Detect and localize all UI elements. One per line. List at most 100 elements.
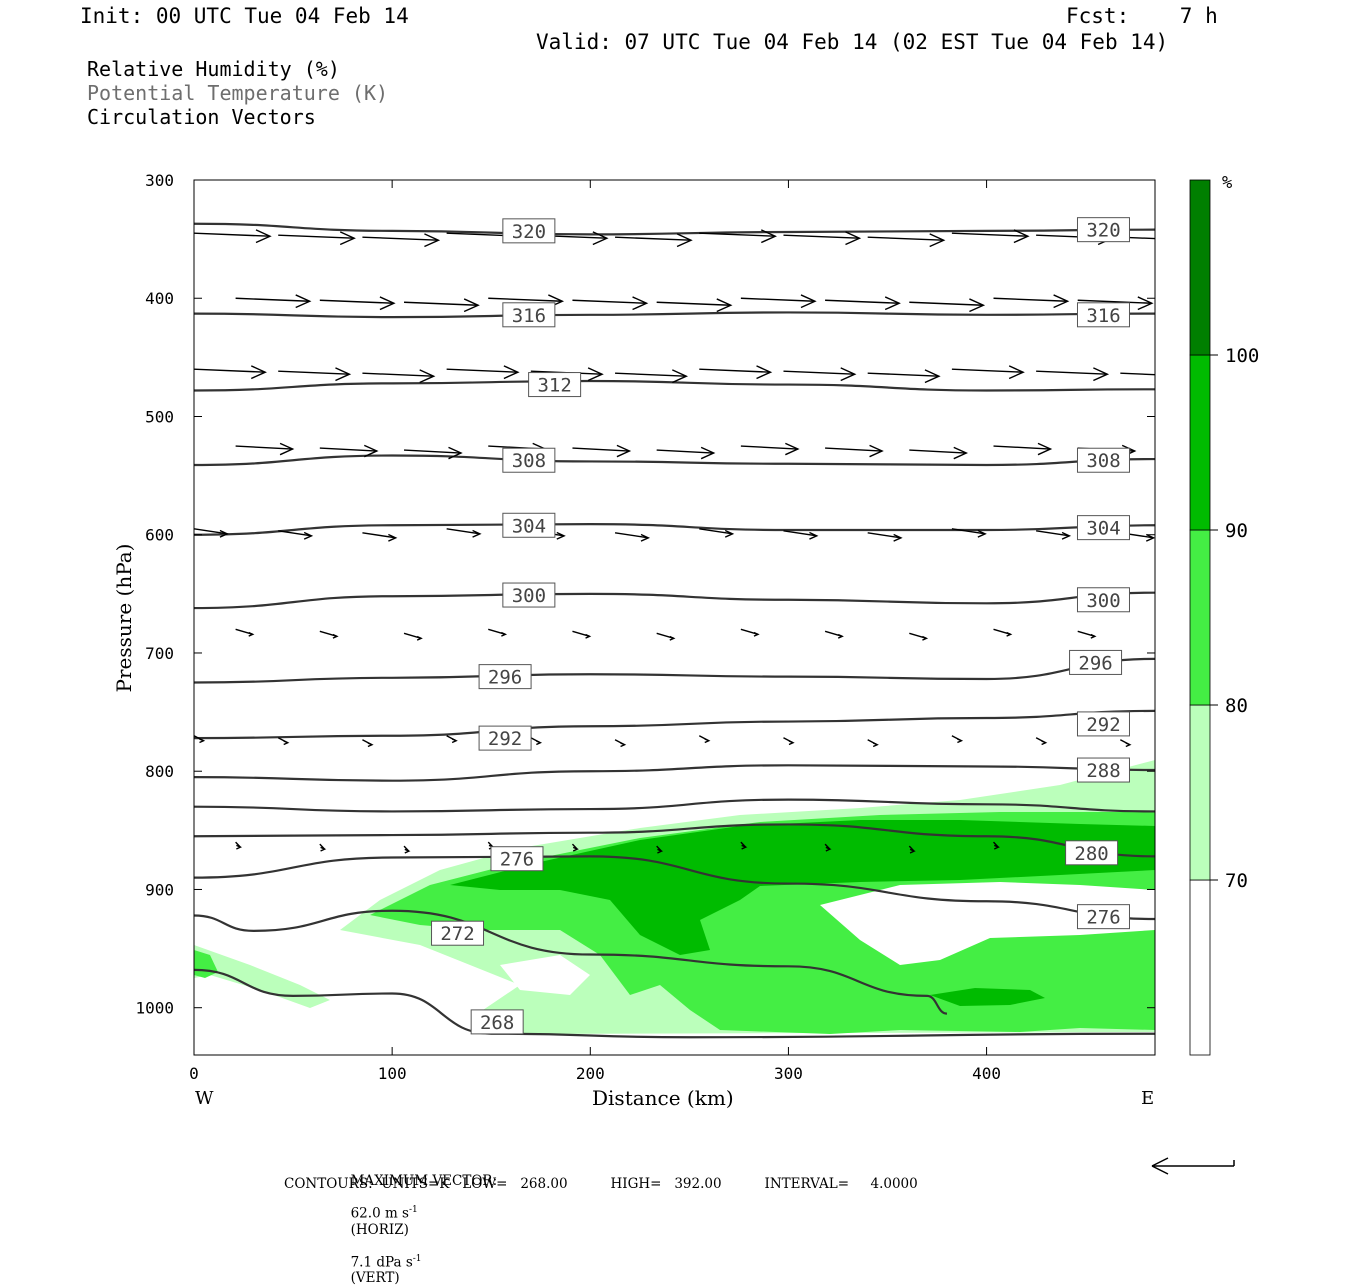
vector-head bbox=[587, 367, 604, 382]
vector-shaft bbox=[362, 372, 434, 377]
vector-shaft bbox=[194, 232, 271, 237]
theta-label-312: 312 bbox=[528, 372, 582, 398]
x-tick-label: 200 bbox=[576, 1064, 605, 1083]
x-axis-title: Distance (km) bbox=[592, 1086, 734, 1110]
vector-shaft bbox=[867, 532, 902, 539]
theta-label-box bbox=[470, 1009, 524, 1035]
vector-shaft bbox=[278, 234, 355, 239]
vector-arrow bbox=[656, 298, 733, 313]
vector-head bbox=[335, 367, 352, 382]
vector-head bbox=[1013, 229, 1030, 244]
vector-arrow bbox=[1077, 630, 1097, 639]
vector-arrow bbox=[194, 735, 206, 744]
vector-head bbox=[809, 531, 819, 540]
theta-label-text: 300 bbox=[1086, 590, 1120, 612]
colorbar-label: 70 bbox=[1225, 870, 1248, 892]
vector-head bbox=[909, 848, 916, 854]
vector-shaft bbox=[783, 234, 860, 239]
theta-label-text: 276 bbox=[1086, 907, 1120, 929]
vector-head bbox=[556, 531, 566, 540]
theta-label-316: 316 bbox=[502, 302, 556, 328]
vector-head bbox=[657, 848, 664, 854]
max-vector-vert-exp: -1 bbox=[412, 1253, 422, 1264]
theta-label-288: 288 bbox=[1076, 757, 1130, 783]
theta-label-box bbox=[502, 512, 556, 538]
vector-arrow bbox=[867, 233, 946, 248]
theta-label-296: 296 bbox=[1069, 649, 1123, 675]
y-tick-label: 900 bbox=[145, 880, 174, 899]
vector-shaft bbox=[235, 445, 293, 450]
y-tick-label: 800 bbox=[145, 762, 174, 781]
vector-head bbox=[957, 738, 964, 744]
rh-dry-pocket-east bbox=[820, 882, 1155, 965]
cross-section-chart: 320 320 316 316 312 308 308 304 304 300 300 296 296 2… bbox=[135, 171, 1259, 1175]
rh-90-100-region-south bbox=[930, 988, 1045, 1006]
forecast-hour: Fcst: 7 h bbox=[1066, 4, 1218, 28]
vector-shaft bbox=[740, 297, 816, 302]
theta-label-text: 316 bbox=[512, 305, 546, 327]
vector-shaft bbox=[572, 299, 647, 304]
max-vector-horiz: 62.0 m s bbox=[350, 1205, 409, 1222]
relative-humidity-shading bbox=[194, 760, 1155, 1034]
theta-label-304: 304 bbox=[1076, 515, 1130, 541]
reference-vector-arrow bbox=[1151, 1157, 1235, 1175]
vector-shaft bbox=[1120, 372, 1155, 376]
colorbar-segment bbox=[1189, 179, 1211, 356]
vector-head bbox=[248, 631, 255, 637]
vector-shaft bbox=[319, 447, 377, 452]
vector-head bbox=[953, 446, 969, 460]
vector-arrow bbox=[698, 735, 711, 744]
vector-head bbox=[1178, 370, 1192, 383]
vector-head bbox=[616, 444, 632, 458]
vector-arrow bbox=[783, 367, 857, 382]
vector-shaft bbox=[572, 447, 630, 452]
theta-label-320: 320 bbox=[1076, 217, 1130, 243]
vector-arrow bbox=[235, 442, 295, 456]
vector-arrow bbox=[319, 843, 327, 852]
theta-label-box bbox=[1076, 757, 1130, 783]
theta-label-text: 292 bbox=[488, 728, 522, 750]
vector-arrow bbox=[194, 528, 229, 538]
vector-head bbox=[1090, 633, 1097, 639]
colorbar-label: 90 bbox=[1225, 520, 1248, 542]
vector-head bbox=[704, 738, 711, 744]
vector-head bbox=[700, 446, 716, 460]
vector-head bbox=[788, 740, 795, 746]
max-vector-horiz-exp: -1 bbox=[408, 1205, 418, 1215]
vector-shaft bbox=[614, 532, 649, 539]
vector-arrow bbox=[615, 233, 693, 248]
vector-arrow bbox=[1162, 633, 1179, 640]
vector-head bbox=[472, 529, 482, 538]
vector-shaft bbox=[615, 372, 687, 377]
vector-head bbox=[404, 848, 411, 854]
vector-head bbox=[756, 365, 773, 380]
theta-label-308: 308 bbox=[502, 447, 556, 473]
x-tick-label: 300 bbox=[774, 1064, 803, 1083]
vector-arrow bbox=[235, 294, 312, 309]
theta-label-text: 280 bbox=[1074, 843, 1108, 865]
vector-head bbox=[640, 533, 651, 542]
colorbar-segment bbox=[1189, 879, 1211, 1056]
max-vector-vert: 7.1 dPa s bbox=[350, 1254, 413, 1270]
y-tick-label: 1000 bbox=[135, 999, 174, 1018]
vector-shaft bbox=[951, 232, 1028, 237]
vector-arrow bbox=[235, 628, 255, 637]
vector-arrow bbox=[951, 365, 1025, 380]
vector-shaft bbox=[194, 368, 266, 373]
vector-arrow bbox=[909, 632, 929, 641]
theta-label-box bbox=[1076, 711, 1130, 737]
theta-label-text: 304 bbox=[512, 515, 546, 537]
theta-label-box bbox=[1076, 447, 1130, 473]
theta-label-box bbox=[502, 218, 556, 244]
vector-arrow bbox=[951, 528, 987, 538]
vector-arrow bbox=[993, 442, 1053, 456]
vector-head bbox=[1175, 637, 1179, 641]
vector-shaft bbox=[446, 528, 480, 535]
vector-shaft bbox=[1162, 846, 1167, 851]
vector-arrow bbox=[824, 843, 832, 852]
vector-shaft bbox=[656, 301, 731, 306]
vector-shaft bbox=[825, 447, 883, 452]
max-vector-vert-unit: (VERT) bbox=[350, 1270, 400, 1286]
vector-head bbox=[279, 442, 295, 456]
vector-head bbox=[388, 533, 398, 542]
